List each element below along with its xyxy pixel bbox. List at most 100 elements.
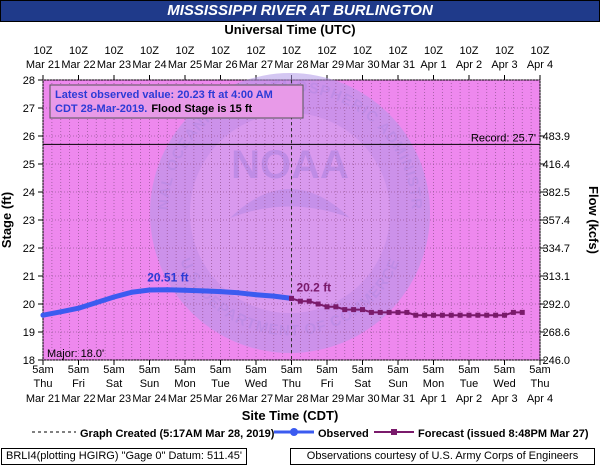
site-time-tick-time: 5am (68, 364, 89, 376)
flow-tick-label: 382.5 (542, 187, 570, 199)
site-time-tick-date: Mar 29 (310, 393, 344, 405)
utc-tick-hour: 10Z (176, 45, 195, 57)
forecast-point (493, 312, 499, 318)
site-time-tick-date: Mar 24 (132, 393, 166, 405)
observed-point (182, 287, 188, 293)
site-time-tick-day: Mon (174, 378, 195, 390)
record-stage-line: Record: 25.7' (43, 132, 540, 145)
info-box-frame (49, 84, 304, 119)
site-time-tick-date: Apr 1 (420, 393, 446, 405)
major-stage-label: Major: 18.0' (47, 348, 104, 360)
flow-axis-title: Flow (kcfs) (586, 186, 600, 254)
site-time-tick-time: 5am (458, 364, 479, 376)
utc-tick-hour: 10Z (247, 45, 266, 57)
flow-tick-label: 268.6 (542, 327, 570, 339)
flow-axis-ticks: 246.0 268.6 292.0 313.1 334.7 357.4 382.5 416.4… (540, 131, 570, 367)
utc-tick-date: Apr 3 (491, 59, 517, 71)
forecast-point (475, 312, 481, 318)
site-time-tick-time: 5am (210, 364, 231, 376)
site-time-tick-day: Tue (460, 378, 479, 390)
forecast-point (377, 309, 383, 315)
observed-point (200, 288, 206, 294)
flow-tick-label: 416.4 (542, 159, 570, 171)
utc-tick-date: Mar 27 (239, 59, 273, 71)
site-time-axis-title: Site Time (CDT) (242, 408, 339, 423)
observed-point (271, 293, 277, 299)
utc-tick-hour: 10Z (211, 45, 230, 57)
observed-point (129, 289, 135, 295)
forecast-point (324, 304, 330, 310)
flow-tick-label: 246.0 (542, 355, 570, 367)
utc-tick-hour: 10Z (34, 45, 53, 57)
utc-tick-hour: 10Z (389, 45, 408, 57)
site-time-tick-time: 5am (387, 364, 408, 376)
site-time-tick-date: Mar 26 (203, 393, 237, 405)
forecast-point (368, 309, 374, 315)
observed-point (253, 292, 259, 298)
site-time-tick-time: 5am (529, 364, 550, 376)
forecast-point (457, 312, 463, 318)
utc-tick-date: Mar 24 (132, 59, 166, 71)
site-time-tick-day: Wed (493, 378, 515, 390)
forecast-point (315, 301, 321, 307)
utc-tick-date: Mar 31 (381, 59, 415, 71)
stage-tick-label: 25 (23, 159, 35, 171)
observed-point (111, 294, 117, 300)
forecast-point (519, 309, 525, 315)
peak-observed-label: 20.51 ft (147, 271, 188, 285)
dashed-line-icon (32, 431, 76, 433)
stage-tick-label: 22 (23, 243, 35, 255)
forecast-series (289, 295, 525, 318)
stage-tick-label: 21 (23, 271, 35, 283)
forecast-point (404, 309, 410, 315)
info-box-line1: Latest observed value: 20.23 ft at 4:00 … (55, 89, 273, 101)
observed-point (76, 305, 81, 311)
chart-title: MISSISSIPPI RIVER AT BURLINGTON (0, 0, 600, 22)
forecast-point (502, 312, 507, 318)
info-box-flood-stage: Flood Stage is 15 ft (151, 103, 252, 115)
forecast-point (351, 307, 357, 313)
noaa-logo-center-text: NOAA (231, 143, 349, 187)
observed-point (58, 309, 64, 315)
site-time-tick-time: 5am (316, 364, 337, 376)
site-time-tick-date: Mar 31 (381, 393, 415, 405)
site-time-tick-date: Mar 21 (26, 393, 60, 405)
site-time-tick-day: Thu (531, 378, 550, 390)
observed-point (218, 289, 223, 295)
forecast-point (289, 295, 294, 301)
site-time-tick-day: Fri (72, 378, 85, 390)
site-time-tick-day: Sun (388, 378, 408, 390)
utc-tick-hour: 10Z (69, 45, 88, 57)
stage-tick-label: 27 (23, 103, 35, 115)
utc-tick-date: Apr 2 (456, 59, 482, 71)
legend-forecast: Forecast (issued 8:48PM Mar 27) (372, 427, 589, 440)
observations-credit-box: Observations courtesy of U.S. Army Corps… (290, 448, 595, 465)
legend-graph-created: Graph Created (5:17AM Mar 28, 2019) (30, 427, 274, 440)
site-time-tick-time: 5am (494, 364, 515, 376)
observed-point (93, 300, 99, 306)
utc-tick-hour: 10Z (140, 45, 159, 57)
utc-tick-date: Apr 1 (420, 59, 446, 71)
stage-axis-title: Stage (ft) (0, 192, 14, 248)
noaa-logo-inner (190, 113, 390, 313)
site-time-tick-date: Apr 4 (527, 393, 553, 405)
observed-point (147, 287, 152, 293)
flow-tick-label: 357.4 (542, 215, 570, 227)
flow-tick-label: 483.9 (542, 131, 570, 143)
site-time-tick-time: 5am (32, 364, 53, 376)
flow-tick-label: 313.1 (542, 271, 570, 283)
site-time-tick-day: Tue (211, 378, 230, 390)
utc-tick-date: Mar 29 (310, 59, 344, 71)
grid-lines (42, 79, 541, 361)
noaa-logo-bird (230, 189, 350, 218)
utc-tick-date: Apr 4 (527, 59, 553, 71)
forecast-point (510, 309, 516, 315)
forecast-point (422, 312, 428, 318)
observed-line-icon (274, 428, 314, 436)
site-time-tick-time: 5am (174, 364, 195, 376)
site-time-tick-date: Mar 27 (239, 393, 273, 405)
forecast-point (484, 312, 490, 318)
top-axis-title: Universal Time (UTC) (224, 22, 355, 37)
site-time-tick-time: 5am (423, 364, 444, 376)
site-time-tick-day: Thu (34, 378, 53, 390)
